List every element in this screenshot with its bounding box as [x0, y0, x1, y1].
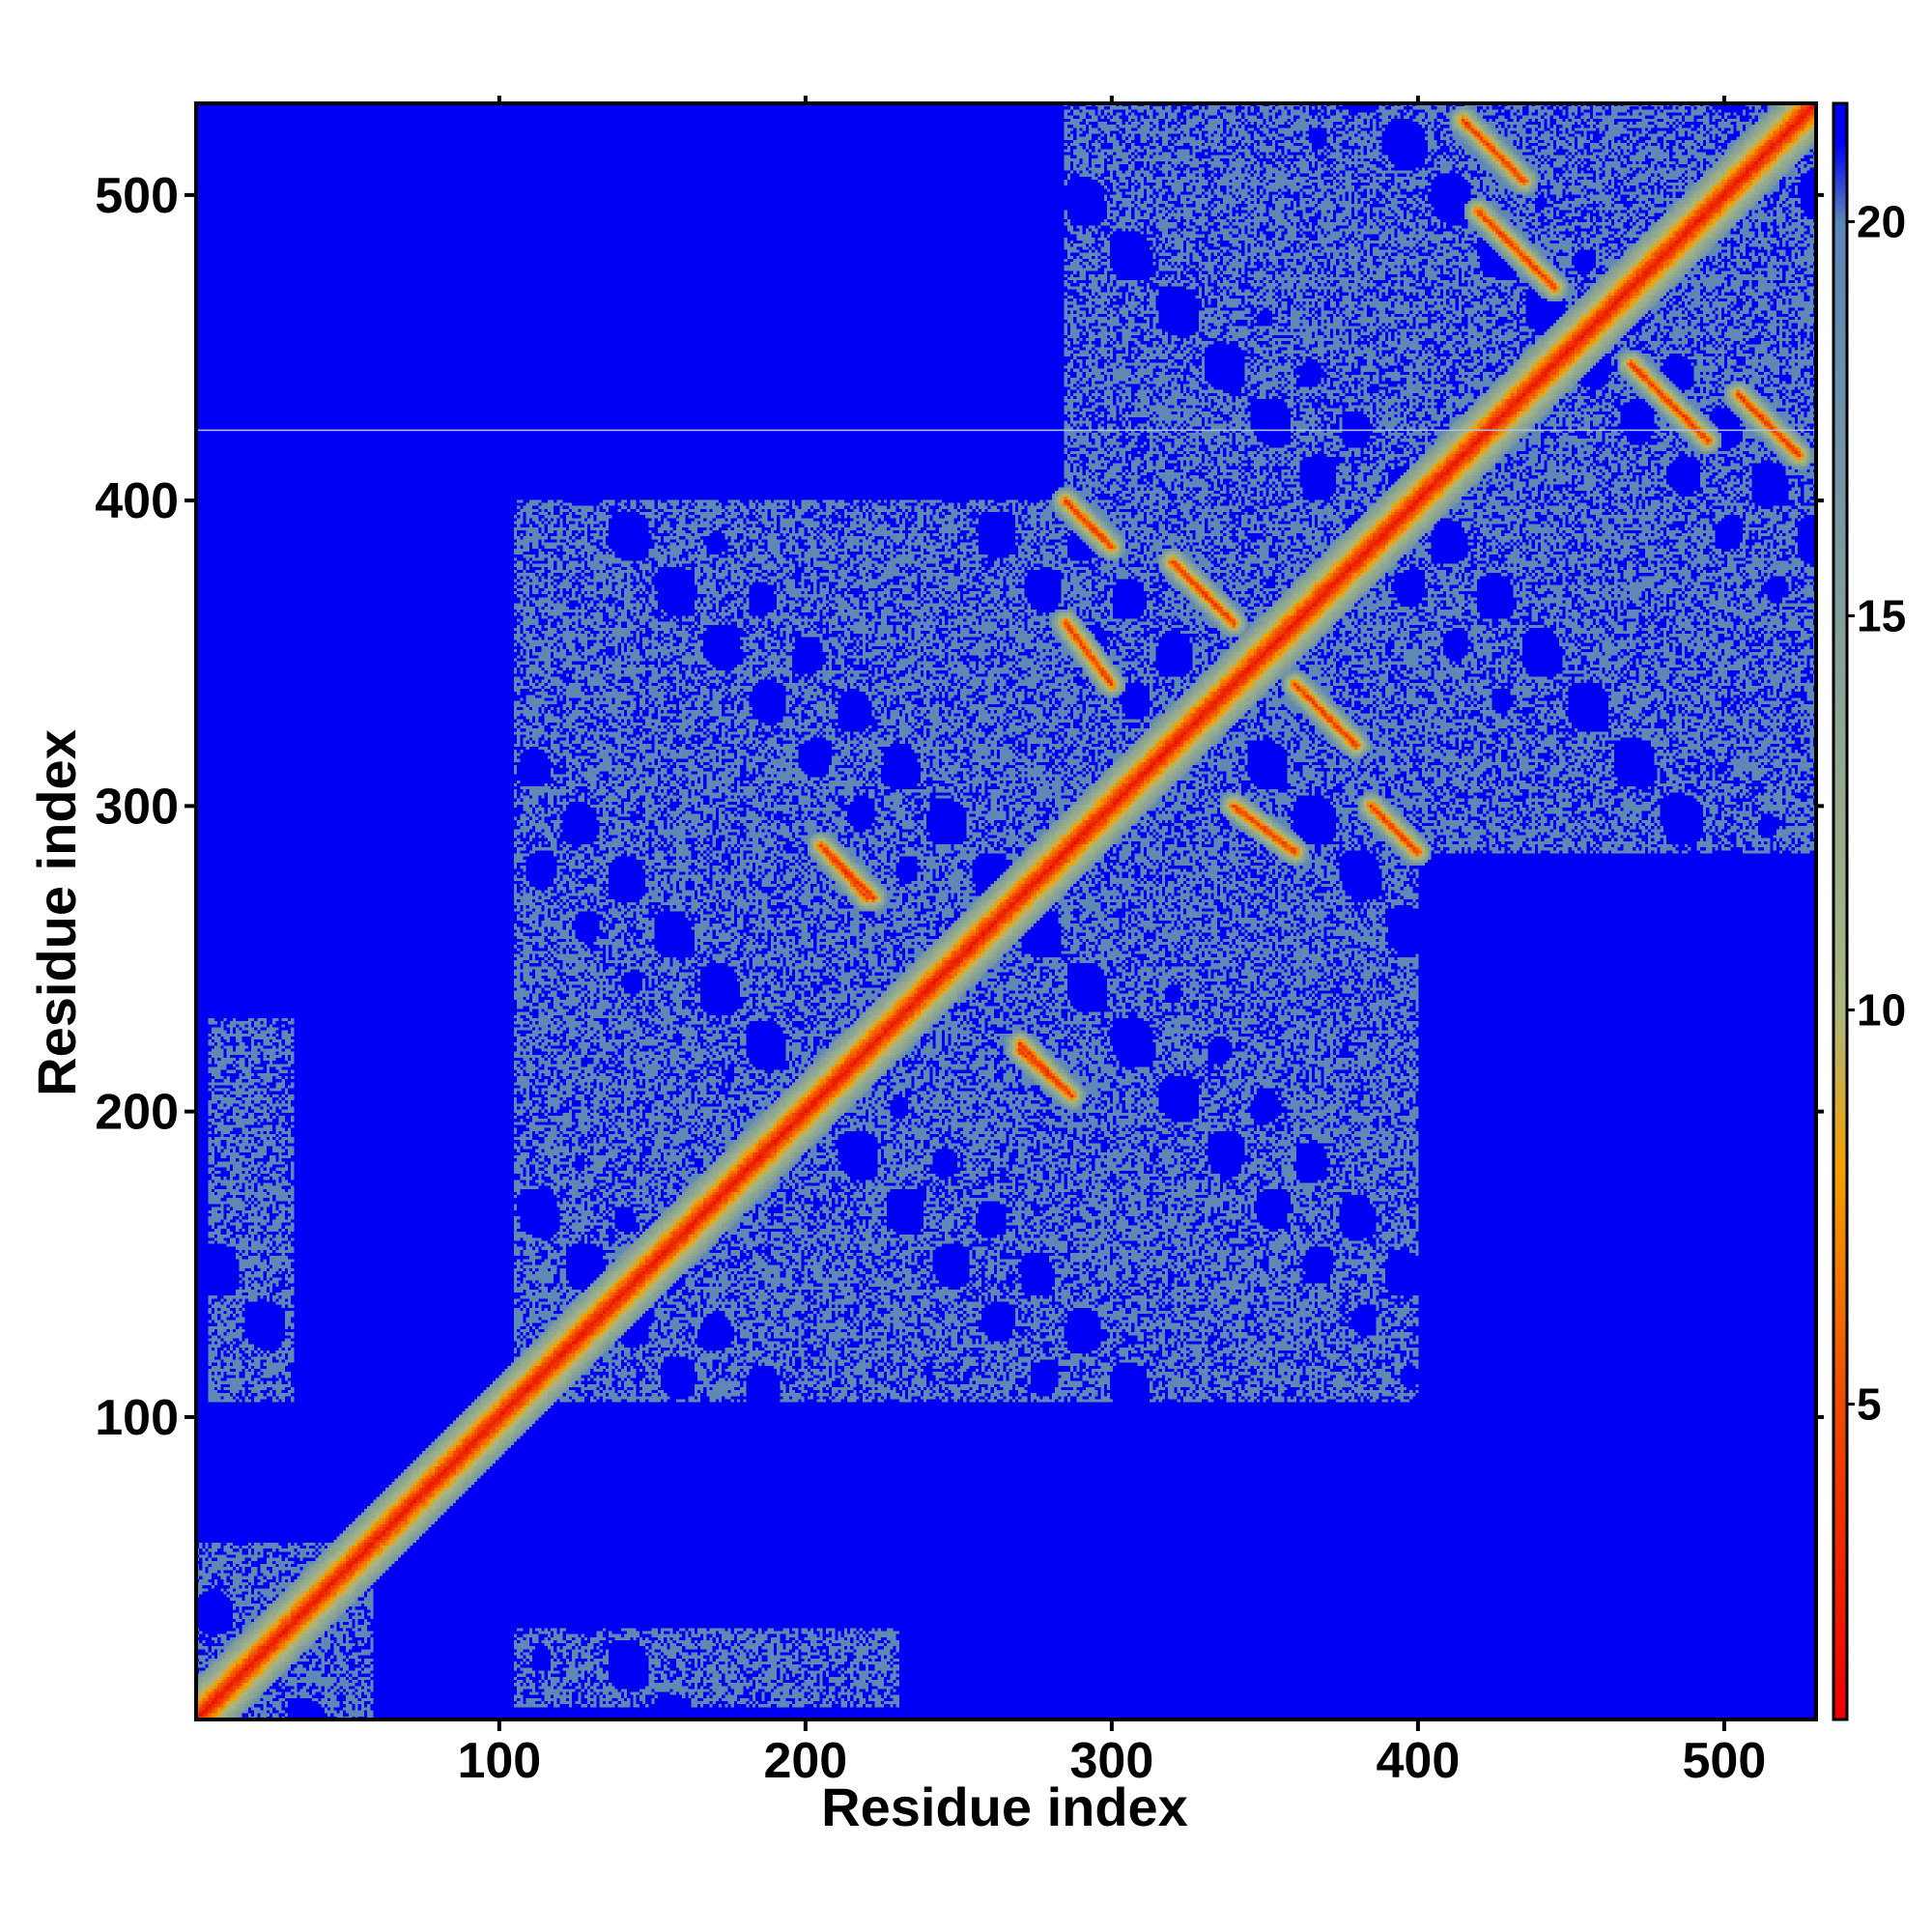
y-tick-label: 400	[95, 473, 179, 529]
x-tick-label: 100	[457, 1733, 541, 1789]
y-tick-label: 500	[95, 168, 179, 224]
y-axis-title: Residue index	[26, 729, 87, 1096]
x-tick-label: 500	[1683, 1733, 1767, 1789]
plot-frame	[194, 101, 1818, 1721]
colorbar-tick-label: 15	[1857, 590, 1906, 640]
colorbar-tick-label: 5	[1857, 1379, 1882, 1430]
colorbar-tick-label: 20	[1857, 196, 1906, 246]
x-axis-title: Residue index	[821, 1776, 1188, 1837]
x-tick-label: 300	[1069, 1733, 1153, 1789]
colorbar-gradient	[1832, 101, 1849, 1721]
colorbar: 5 10 15 20	[1832, 101, 1906, 1721]
heatmap-area	[196, 103, 1816, 1719]
contact-map-raster	[196, 103, 1816, 1719]
axes: 100 200 300 400 500 100 200 300 400 500	[95, 96, 1824, 1789]
y-tick-label: 100	[95, 1390, 179, 1446]
y-tick-label: 200	[95, 1085, 179, 1141]
x-tick-label: 200	[763, 1733, 847, 1789]
colorbar-tick-label: 10	[1857, 985, 1906, 1036]
x-tick-label: 400	[1377, 1733, 1461, 1789]
y-tick-label: 300	[95, 779, 179, 835]
